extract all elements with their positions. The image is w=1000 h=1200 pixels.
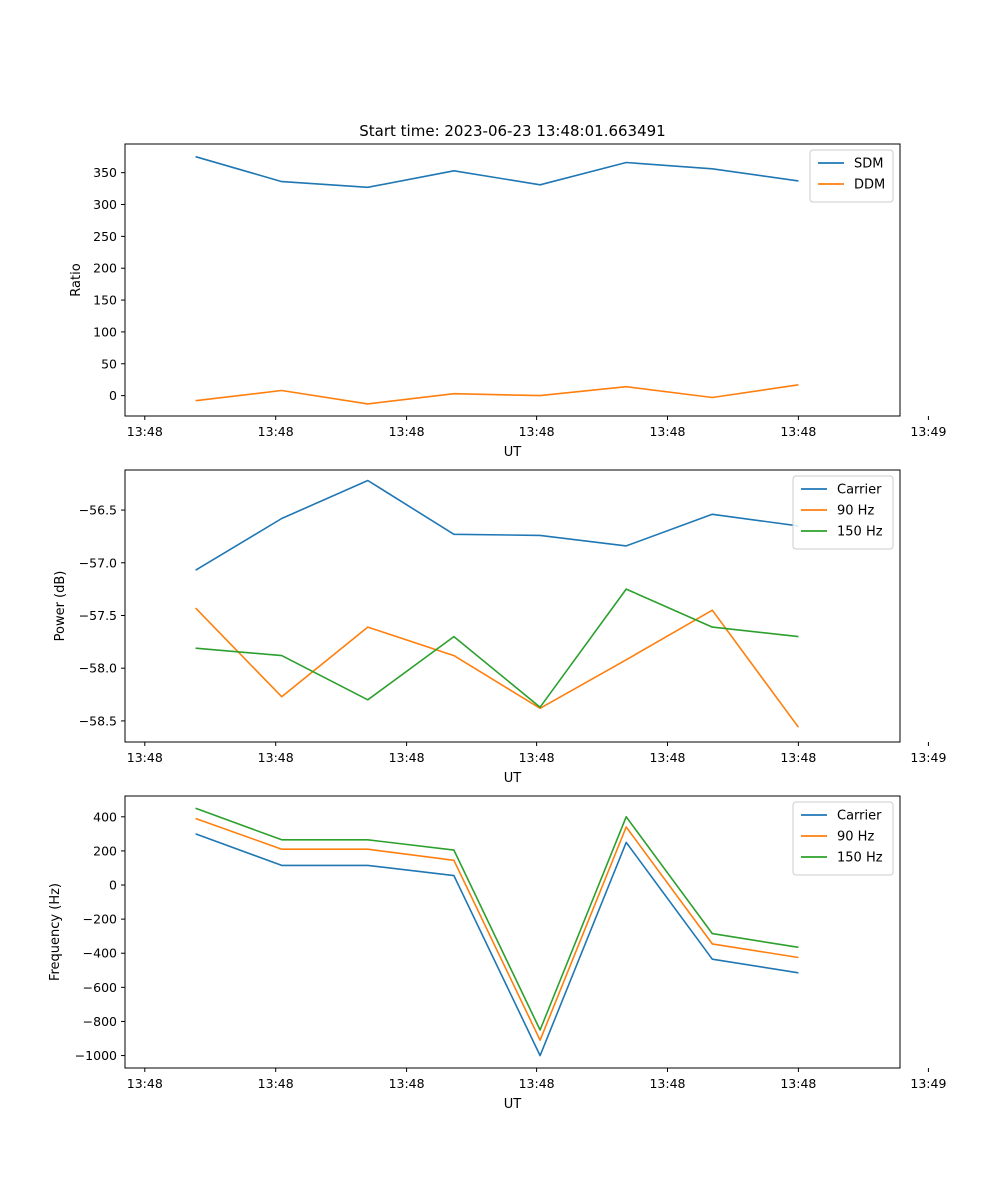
subplot-ratio-y-tick-label: 350 xyxy=(93,165,117,180)
subplot-frequency: 13:48 13:48 13:48 13:48 13:48 13:48 13:49 400 20… xyxy=(48,795,946,1112)
subplot-power-y-tick-label: −57.5 xyxy=(79,608,117,623)
subplot-power-legend-label-150-hz: 150 Hz xyxy=(837,525,883,540)
subplot-ratio-legend-label-sdm: SDM xyxy=(854,157,883,172)
subplot-frequency-y-axis-label: Frequency (Hz) xyxy=(48,883,63,981)
subplot-frequency-x-tick-label: 13:49 xyxy=(910,1076,946,1091)
subplot-frequency-series-150-hz-line xyxy=(195,807,799,1031)
subplot-power-x-tick-label: 13:48 xyxy=(649,750,685,765)
subplot-ratio-x-axis-label: UT xyxy=(504,445,522,460)
subplot-frequency-x-tick-label: 13:48 xyxy=(127,1076,163,1091)
subplot-frequency-legend: Carrier 90 Hz 150 Hz xyxy=(792,801,894,876)
subplot-frequency-y-tick-label: −200 xyxy=(83,912,117,927)
subplot-ratio-axes-frame xyxy=(124,143,901,417)
subplot-power-series-90-hz-line xyxy=(195,607,800,728)
subplot-ratio-x-tick-label: 13:48 xyxy=(519,424,555,439)
subplot-power-x-tick-label: 13:48 xyxy=(258,750,294,765)
subplot-ratio-y-tick-label: 50 xyxy=(101,356,117,371)
subplot-ratio-series-sdm-line xyxy=(195,155,799,189)
subplot-frequency-x-axis-label: UT xyxy=(504,1097,522,1112)
subplot-power-series-carrier-line xyxy=(195,479,799,571)
subplot-ratio-x-tick-label: 13:48 xyxy=(780,424,816,439)
subplot-frequency-y-tick-label: −400 xyxy=(83,946,117,961)
subplot-ratio-legend: SDM DDM xyxy=(809,149,894,203)
subplot-ratio-x-tick-label: 13:48 xyxy=(389,424,425,439)
subplot-power-y-tick-label: −57.0 xyxy=(79,555,117,570)
subplot-frequency-legend-label-150-hz: 150 Hz xyxy=(837,851,883,866)
subplot-power-x-tick-label: 13:48 xyxy=(519,750,555,765)
subplot-ratio-x-tick-label: 13:49 xyxy=(910,424,946,439)
subplot-frequency-y-tick-label: −1000 xyxy=(75,1048,117,1063)
subplot-frequency-x-tick-label: 13:48 xyxy=(649,1076,685,1091)
subplot-frequency-series-carrier-line xyxy=(195,833,799,1057)
subplot-ratio-y-tick-label: 200 xyxy=(93,261,117,276)
subplot-power: 13:48 13:48 13:48 13:48 13:48 13:48 13:49 −56.5… xyxy=(53,469,946,786)
subplot-ratio: 13:48 13:48 13:48 13:48 13:48 13:48 13:49 0 50 10… xyxy=(69,143,946,460)
subplot-ratio-legend-label-ddm: DDM xyxy=(854,178,885,193)
subplot-frequency-x-tick-label: 13:48 xyxy=(389,1076,425,1091)
subplot-frequency-series-90-hz-line xyxy=(195,817,799,1041)
subplot-power-legend-label-carrier: Carrier xyxy=(837,483,882,498)
figure-title: Start time: 2023-06-23 13:48:01.663491 xyxy=(359,122,665,140)
subplot-frequency-y-tick-label: 0 xyxy=(109,878,117,893)
subplot-ratio-y-tick-label: 150 xyxy=(93,293,117,308)
subplot-power-x-tick-label: 13:49 xyxy=(910,750,946,765)
subplot-power-x-axis-label: UT xyxy=(504,771,522,786)
subplot-power-x-tick-label: 13:48 xyxy=(780,750,816,765)
subplot-frequency-axes-frame xyxy=(124,795,901,1069)
subplot-power-y-tick-label: −58.5 xyxy=(79,713,117,728)
subplot-power-y-tick-label: −56.5 xyxy=(79,503,117,518)
subplot-ratio-y-tick-label: 300 xyxy=(93,197,117,212)
subplot-frequency-legend-label-90-hz: 90 Hz xyxy=(837,830,874,845)
subplot-ratio-y-axis-label: Ratio xyxy=(69,263,84,296)
subplot-frequency-x-tick-label: 13:48 xyxy=(780,1076,816,1091)
subplot-frequency-y-tick-label: 200 xyxy=(93,843,117,858)
subplot-power-legend: Carrier 90 Hz 150 Hz xyxy=(792,475,894,550)
subplot-ratio-x-tick-label: 13:48 xyxy=(258,424,294,439)
subplot-frequency-legend-label-carrier: Carrier xyxy=(837,809,882,824)
subplot-frequency-y-tick-label: 400 xyxy=(93,809,117,824)
subplot-ratio-x-tick-label: 13:48 xyxy=(649,424,685,439)
subplot-power-x-tick-label: 13:48 xyxy=(127,750,163,765)
subplot-ratio-y-tick-label: 250 xyxy=(93,229,117,244)
subplot-power-y-tick-label: −58.0 xyxy=(79,661,117,676)
subplot-power-x-tick-label: 13:48 xyxy=(389,750,425,765)
subplot-ratio-x-tick-label: 13:48 xyxy=(127,424,163,439)
subplot-frequency-y-tick-label: −800 xyxy=(83,1014,117,1029)
subplot-power-axes-frame xyxy=(124,469,901,743)
subplot-frequency-y-tick-label: −600 xyxy=(83,980,117,995)
subplot-ratio-series-ddm-line xyxy=(195,384,799,405)
subplot-frequency-x-tick-label: 13:48 xyxy=(519,1076,555,1091)
subplot-ratio-y-tick-label: 0 xyxy=(109,388,117,403)
subplot-power-series-150-hz-line xyxy=(195,588,799,709)
subplot-ratio-y-tick-label: 100 xyxy=(93,324,117,339)
subplot-frequency-x-tick-label: 13:48 xyxy=(258,1076,294,1091)
subplot-power-y-axis-label: Power (dB) xyxy=(53,571,68,642)
subplot-power-legend-label-90-hz: 90 Hz xyxy=(837,504,874,519)
